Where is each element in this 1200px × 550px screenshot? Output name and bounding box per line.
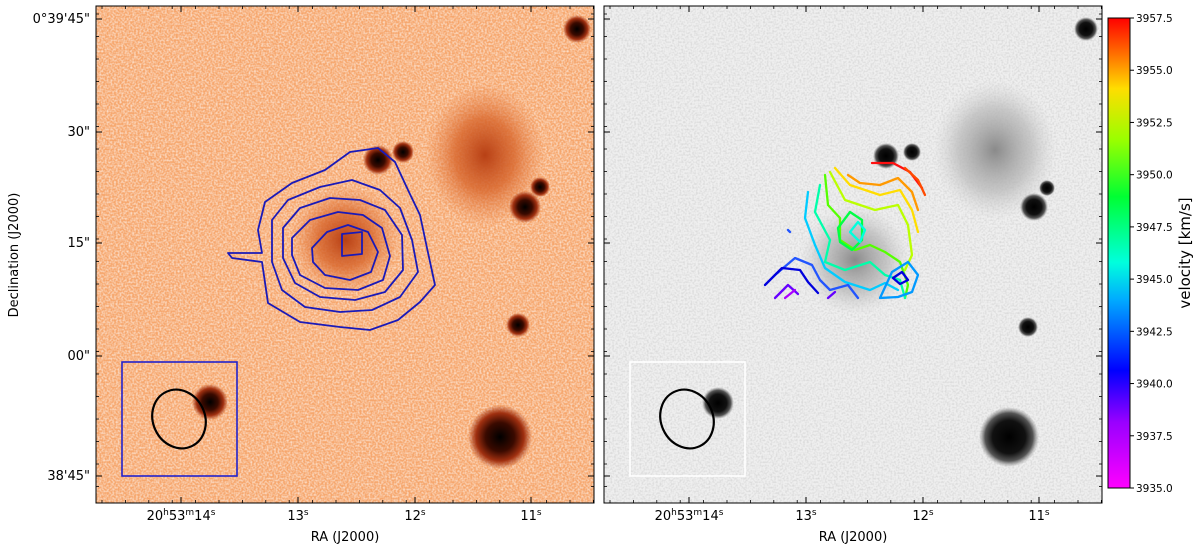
right-diffuse-galaxy	[933, 80, 1057, 220]
left-star	[530, 177, 550, 197]
right-star	[1020, 193, 1048, 221]
colorbar-tick-label: 3937.5	[1136, 431, 1173, 443]
ra-tick-label: 12s	[912, 508, 934, 524]
dec-tick-label: 30"	[67, 125, 90, 140]
colorbar-tick-label: 3945.0	[1136, 274, 1173, 286]
left-minor-ticks	[96, 6, 594, 503]
left-star	[192, 384, 228, 420]
left-ticks	[96, 6, 594, 503]
left-star	[363, 145, 393, 175]
contour-level-1	[227, 147, 436, 331]
right-beam-ellipse	[659, 388, 715, 450]
colorbar-tick-label: 3950.0	[1136, 170, 1173, 182]
colorbar-title: velocity [km/s]	[1176, 197, 1194, 308]
left-x-axis-title: RA (J2000)	[311, 530, 380, 545]
right-image-panel	[604, 6, 1102, 503]
velocity-contour	[870, 161, 924, 190]
right-star	[1039, 180, 1055, 196]
colorbar-tick-label: 3957.5	[1136, 13, 1173, 25]
colorbar-tick-label: 3947.5	[1136, 222, 1173, 234]
dec-tick-label: 38'45"	[47, 469, 90, 484]
colorbar-tick-labels: 3957.5 3955.0 3952.5 3950.0 3947.5 3945.0 3942…	[1136, 13, 1173, 495]
colorbar-gradient	[1107, 17, 1131, 489]
velocity-contour	[803, 190, 900, 292]
contour-level-6	[341, 231, 363, 257]
colorbar-ticks	[1130, 17, 1134, 489]
ra-tick-label: 13s	[795, 508, 817, 524]
ra-tick-label: 13s	[287, 508, 309, 524]
ra-tick-label-first: 20h53m14s	[147, 508, 216, 524]
colorbar-tick-label: 3952.5	[1136, 117, 1173, 129]
right-x-axis-title: RA (J2000)	[819, 530, 888, 545]
left-hi-contours	[227, 147, 436, 331]
contour-level-5	[311, 224, 379, 281]
right-panel-frame	[603, 5, 1103, 504]
left-star	[563, 15, 591, 43]
left-star	[468, 405, 532, 469]
contour-level-3	[282, 197, 404, 301]
velocity-contour	[828, 170, 914, 272]
left-panel-frame	[95, 5, 595, 504]
right-target-galaxy	[800, 205, 910, 315]
left-diffuse-galaxy	[425, 83, 545, 227]
contour-level-2	[271, 179, 419, 313]
left-star	[506, 313, 530, 337]
colorbar-tick-label: 3955.0	[1136, 65, 1173, 77]
right-minor-ticks	[604, 6, 1102, 503]
ra-tick-label: 11s	[1028, 508, 1050, 524]
right-beam-box	[629, 361, 746, 477]
velocity-contour	[848, 220, 867, 244]
right-star	[1074, 17, 1098, 41]
colorbar-tick-label: 3940.0	[1136, 379, 1173, 391]
right-velocity-contours	[763, 161, 927, 300]
velocity-contour	[846, 173, 920, 212]
right-star	[903, 143, 921, 161]
right-star	[702, 387, 734, 419]
left-image-panel	[96, 6, 594, 503]
dec-tick-label: 15"	[67, 236, 90, 251]
right-star	[1018, 317, 1038, 337]
dec-tick-label: 00"	[67, 349, 90, 364]
left-y-axis-title: Declination (J2000)	[7, 193, 22, 318]
colorbar-tick-label: 3935.0	[1136, 483, 1173, 495]
velocity-contour	[833, 166, 920, 234]
velocity-contour	[903, 166, 927, 197]
velocity-contour	[763, 266, 910, 295]
right-ticks	[604, 6, 1102, 503]
ra-tick-label: 12s	[404, 508, 426, 524]
ra-tick-label: 11s	[520, 508, 542, 524]
dec-tick-label: 0°39'45"	[33, 12, 90, 27]
left-beam-ellipse	[151, 388, 207, 450]
velocity-contour	[773, 228, 860, 300]
colorbar-tick-label: 3942.5	[1136, 326, 1173, 338]
ra-tick-label-first: 20h53m14s	[655, 508, 724, 524]
velocity-contour	[878, 260, 920, 300]
contour-level-4	[291, 211, 391, 291]
left-beam-box	[121, 361, 238, 477]
right-star	[979, 407, 1039, 467]
left-star	[392, 141, 414, 163]
velocity-contour	[783, 288, 797, 300]
left-star	[509, 191, 541, 223]
